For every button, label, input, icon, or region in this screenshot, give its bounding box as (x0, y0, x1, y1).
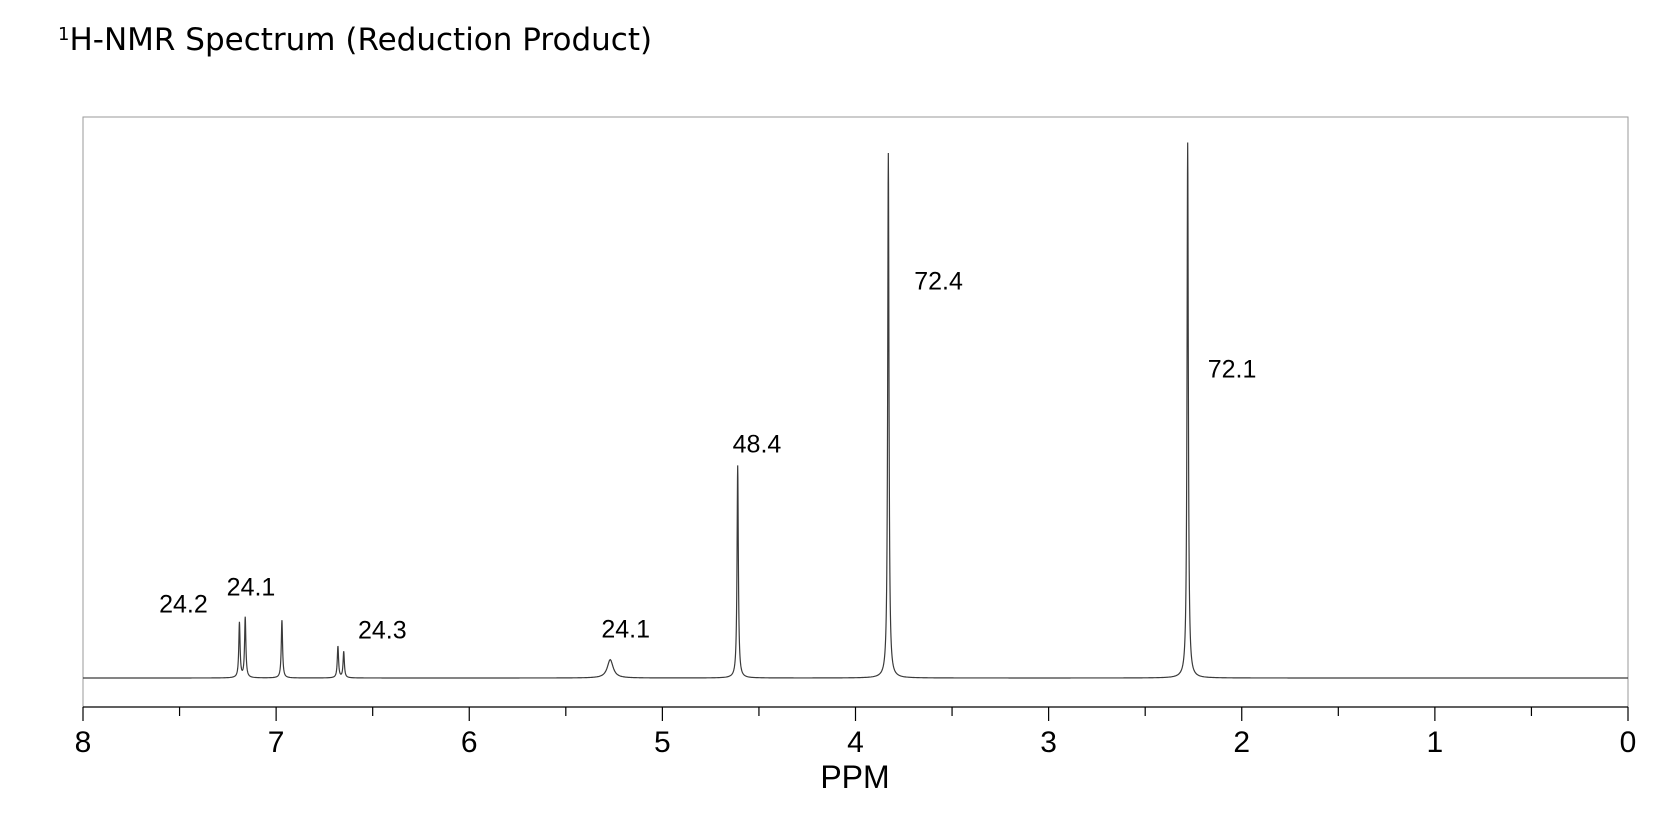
x-tick-label: 2 (1233, 726, 1250, 759)
chart-title: 1H-NMR Spectrum (Reduction Product) (58, 22, 652, 58)
integration-label: 48.4 (733, 430, 782, 458)
integration-label: 24.1 (601, 616, 650, 644)
integration-label: 24.1 (227, 574, 276, 602)
x-tick-label: 6 (461, 726, 478, 759)
x-tick-label: 5 (654, 726, 671, 759)
x-axis-title: PPM (820, 759, 889, 795)
peak-marks (239, 142, 1187, 659)
title-superscript: 1 (58, 24, 70, 45)
x-tick-label: 7 (268, 726, 285, 759)
x-tick-label: 0 (1620, 726, 1637, 759)
x-axis-tick-labels: 8 7 6 5 4 3 2 1 0 (75, 726, 1637, 759)
x-tick-label: 3 (1040, 726, 1057, 759)
integration-label: 24.3 (358, 617, 407, 645)
x-tick-label: 4 (847, 726, 864, 759)
spectrum-line (83, 142, 1628, 679)
plot-frame (82, 116, 1629, 708)
x-tick-label: 1 (1427, 726, 1444, 759)
x-tick-label: 8 (75, 726, 92, 759)
integration-label: 72.1 (1208, 356, 1257, 384)
x-axis-ticks (82, 707, 1629, 721)
integration-label: 24.2 (159, 590, 208, 618)
integration-labels: 24.2 24.1 24.3 24.1 48.4 72.4 72.1 (159, 268, 1256, 645)
title-text: H-NMR Spectrum (Reduction Product) (69, 22, 653, 58)
integration-label: 72.4 (914, 268, 963, 296)
